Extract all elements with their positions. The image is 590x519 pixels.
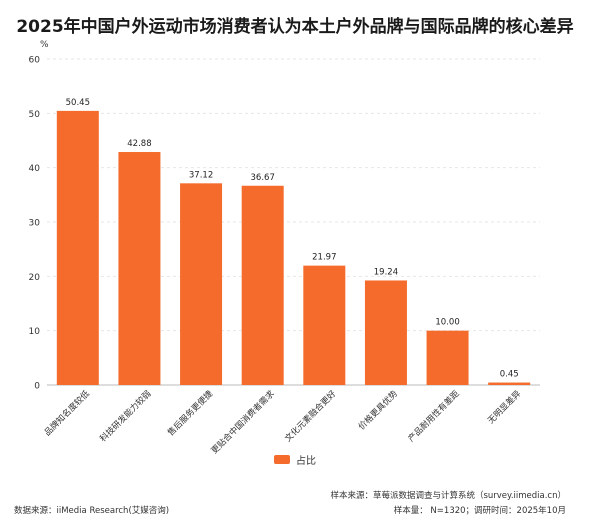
data-label: 0.45 xyxy=(500,370,519,380)
bar xyxy=(364,280,407,385)
x-tick-label: 售后服务更便捷 xyxy=(165,388,215,438)
bar xyxy=(118,152,161,385)
data-label: 36.67 xyxy=(251,173,275,183)
data-label: 19.24 xyxy=(374,267,398,277)
y-tick-label: 30 xyxy=(29,219,41,229)
legend-swatch-icon xyxy=(274,455,290,464)
bar xyxy=(56,110,99,385)
legend: 占比 xyxy=(0,452,590,467)
x-tick-label: 品牌知名度较低 xyxy=(42,388,92,438)
legend-label: 占比 xyxy=(296,456,316,467)
bar xyxy=(488,382,531,385)
bars: 50.45 42.88 37.12 36.67 21.97 19.24 10.00 0.45 xyxy=(56,98,531,385)
x-tick-label: 文化元素融合更好 xyxy=(283,388,339,444)
bar xyxy=(303,265,346,385)
chart-title: 2025年中国户外运动市场消费者认为本土户外品牌与国际品牌的核心差异 xyxy=(16,17,574,37)
x-tick-label: 科技研发能力较弱 xyxy=(98,388,154,444)
y-tick-label: 10 xyxy=(29,327,41,337)
data-label: 37.12 xyxy=(189,170,213,180)
footer-sample-info: 样本量： N=1320；调研时间：2025年10月 xyxy=(393,506,566,516)
data-label: 21.97 xyxy=(312,253,336,263)
y-axis-label: % xyxy=(40,40,49,50)
y-tick-label: 60 xyxy=(29,56,41,66)
footer-data-source: 数据来源：iiMedia Research(艾媒咨询) xyxy=(14,506,170,516)
bar xyxy=(241,185,284,385)
y-tick-label: 0 xyxy=(34,382,40,392)
y-tick-label: 40 xyxy=(29,164,41,174)
x-tick-label: 价格更具优势 xyxy=(356,388,400,432)
x-tick-label: 更贴合中国消费者需求 xyxy=(209,388,277,456)
bar xyxy=(180,183,223,385)
y-tick-label: 50 xyxy=(29,110,41,120)
x-tick-label: 无明显差异 xyxy=(485,388,523,426)
data-label: 42.88 xyxy=(127,139,151,149)
data-label: 10.00 xyxy=(435,318,459,328)
footer-sample-source: 样本来源：草莓派数据调查与计算系统（survey.iimedia.cn） xyxy=(330,491,566,501)
bar xyxy=(426,330,469,385)
data-label: 50.45 xyxy=(66,98,90,108)
x-tick-label: 产品耐用性有差距 xyxy=(406,388,462,444)
y-tick-label: 20 xyxy=(29,273,41,283)
